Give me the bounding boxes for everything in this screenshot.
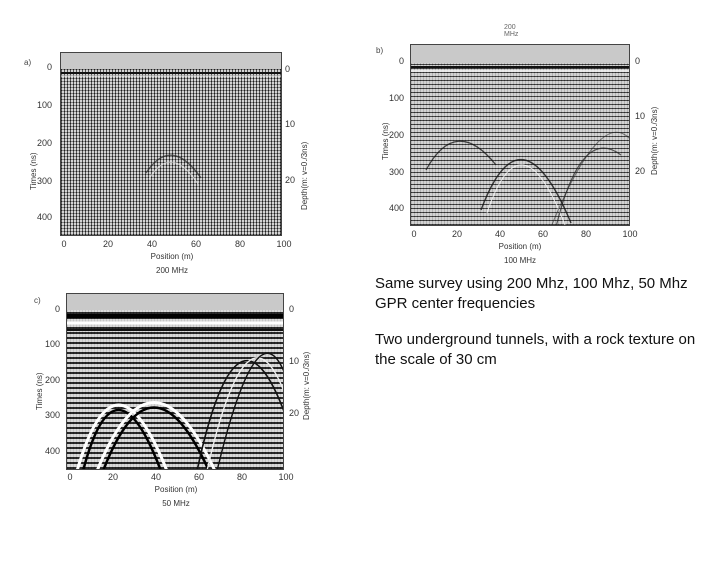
frequency-caption: 200 MHz <box>155 266 189 275</box>
cropped-label: 200 MHz <box>504 24 519 38</box>
depth-tick: 20 <box>285 175 296 185</box>
depth-tick: 20 <box>289 408 300 418</box>
x-tick: 80 <box>580 229 592 239</box>
panel-label: c) <box>34 296 41 305</box>
radargram-header-band <box>61 53 281 69</box>
frequency-caption: 100 MHz <box>503 256 537 265</box>
y-tick: 200 <box>388 130 404 140</box>
x-tick: 60 <box>190 239 202 249</box>
x-axis-title: Position (m) <box>150 252 194 261</box>
frequency-caption: 50 MHz <box>162 499 190 508</box>
y-tick: 400 <box>388 203 404 213</box>
depth-tick: 0 <box>635 56 641 66</box>
y-tick: 100 <box>36 100 52 110</box>
description-tunnels: Two underground tunnels, with a rock tex… <box>375 331 696 368</box>
y-tick: 0 <box>54 304 60 314</box>
depth-tick: 10 <box>285 119 296 129</box>
x-tick: 100 <box>278 472 294 482</box>
depth-tick: 10 <box>289 356 300 366</box>
y-tick: 100 <box>388 93 404 103</box>
y-axis-title: Times (ns) <box>381 122 390 160</box>
panel-label: b) <box>376 46 384 55</box>
y-tick: 100 <box>44 339 60 349</box>
y-tick: 400 <box>36 212 52 222</box>
radargram-header-band <box>411 45 629 63</box>
y-tick: 200 <box>36 138 52 148</box>
x-tick: 20 <box>107 472 119 482</box>
x-axis-title: Position (m) <box>154 485 198 494</box>
depth-tick: 20 <box>635 166 646 176</box>
depth-tick: 10 <box>635 111 646 121</box>
y-axis-title: Times (ns) <box>35 372 44 410</box>
y-tick: 0 <box>398 56 404 66</box>
radargram-header-band <box>67 294 283 310</box>
depth-axis-title: Depth(m: v=0./3ns) <box>300 141 309 210</box>
x-tick: 40 <box>146 239 158 249</box>
y-tick: 200 <box>44 375 60 385</box>
y-axis-title: Times (ns) <box>29 152 38 190</box>
description-frequencies: Same survey using 200 Mhz, 100 Mhz, 50 M… <box>375 275 688 312</box>
x-tick: 0 <box>61 239 67 249</box>
y-tick: 400 <box>44 446 60 456</box>
depth-tick: 0 <box>285 64 291 74</box>
x-tick: 80 <box>234 239 246 249</box>
radargram-100mhz <box>410 44 630 226</box>
depth-axis-title: Depth(m: v=0./3ns) <box>302 351 311 420</box>
depth-tick: 0 <box>289 304 295 314</box>
radargram-overlay <box>67 314 283 469</box>
x-tick: 40 <box>150 472 162 482</box>
y-tick: 300 <box>36 176 52 186</box>
y-tick: 300 <box>44 410 60 420</box>
radargram-200mhz <box>60 52 282 236</box>
radargram-overlay <box>61 72 281 185</box>
x-tick: 0 <box>67 472 73 482</box>
y-tick: 300 <box>388 167 404 177</box>
x-tick: 100 <box>276 239 292 249</box>
x-tick: 0 <box>411 229 417 239</box>
x-tick: 60 <box>537 229 549 239</box>
radargram-50mhz <box>66 293 284 470</box>
x-tick: 20 <box>451 229 463 239</box>
x-tick: 20 <box>102 239 114 249</box>
x-axis-title: Position (m) <box>498 242 542 251</box>
x-tick: 80 <box>236 472 248 482</box>
x-tick: 60 <box>193 472 205 482</box>
x-tick: 40 <box>494 229 506 239</box>
x-tick: 100 <box>622 229 638 239</box>
panel-label: a) <box>24 58 32 67</box>
y-tick: 0 <box>46 62 52 72</box>
depth-axis-title: Depth(m: v=0./3ns) <box>650 106 659 175</box>
radargram-overlay <box>411 66 629 225</box>
